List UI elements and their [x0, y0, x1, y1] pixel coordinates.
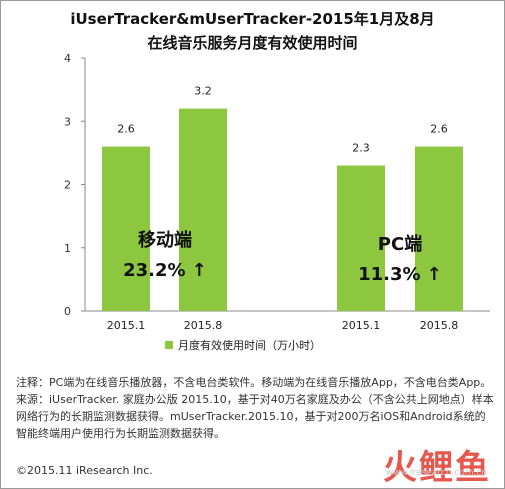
chart-title-line2: 在线音乐服务月度有效使用时间: [147, 34, 358, 52]
note-line: 注释：PC端为在线音乐播放器，不含电台类软件。移动端为在线音乐播放App，不含电…: [16, 376, 492, 389]
legend-label: 月度有效使用时间（万小时）: [178, 339, 321, 352]
x-tick-label: 2015.8: [420, 319, 459, 332]
bar: [415, 146, 463, 311]
pc-callout-change: 11.3% ↑: [358, 264, 442, 285]
mobile-callout-change: 23.2% ↑: [123, 260, 207, 281]
y-tick-label: 3: [64, 115, 71, 128]
mobile-callout: 移动端 23.2% ↑: [110, 226, 220, 286]
bar: [337, 165, 385, 311]
y-tick-label: 2: [64, 179, 71, 192]
x-tick-label: 2015.1: [342, 319, 381, 332]
notes-block: 注释：PC端为在线音乐播放器，不含电台类软件。移动端为在线音乐播放App，不含电…: [16, 374, 494, 442]
pc-callout: PC端 11.3% ↑: [345, 230, 455, 290]
watermark-url: www.iresearch.com.cn: [385, 468, 487, 478]
x-tick-label: 2015.1: [107, 319, 146, 332]
copyright-text: ©2015.11 iResearch Inc.: [16, 464, 153, 477]
y-tick-label: 0: [64, 305, 71, 318]
y-tick-label: 4: [64, 52, 71, 65]
source-line: 来源：iUserTracker. 家庭办公版 2015.10，基于对40万名家庭…: [16, 393, 494, 440]
legend-swatch: [165, 341, 173, 349]
bar-value-label: 2.3: [352, 142, 370, 155]
bar-value-label: 2.6: [117, 123, 135, 136]
chart-labels: 2.6 2015.1 3.2 2015.8 2.3 2015.1 2.6 2015.8: [107, 85, 459, 332]
y-tick-label: 1: [64, 242, 71, 255]
chart-legend: 月度有效使用时间（万小时）: [165, 337, 321, 353]
bar: [102, 146, 150, 311]
chart-title-line1: iUserTracker&mUserTracker-2015年1月及8月: [70, 10, 435, 28]
watermark-logo: 火鲤鱼: [383, 448, 491, 488]
chart-bars: [102, 108, 463, 311]
x-tick-label: 2015.8: [184, 319, 223, 332]
bar: [179, 108, 227, 311]
bar-value-label: 3.2: [194, 85, 212, 98]
mobile-callout-name: 移动端: [138, 230, 192, 251]
bar-value-label: 2.6: [430, 123, 448, 136]
pc-callout-name: PC端: [377, 234, 423, 255]
